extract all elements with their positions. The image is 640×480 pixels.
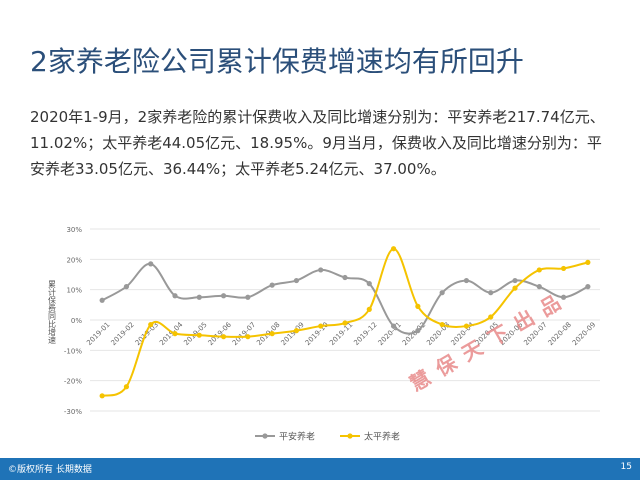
summary-paragraph: 2020年1-9月，2家养老险的累计保费收入及同比增速分别为：平安养老217.7…	[30, 108, 605, 178]
data-point	[269, 331, 275, 337]
data-point	[148, 261, 154, 267]
data-point	[318, 267, 324, 273]
y-tick-label: -10%	[64, 347, 82, 355]
data-point	[585, 284, 591, 290]
legend-swatch-marker	[347, 433, 353, 439]
data-point	[512, 285, 518, 291]
data-point	[536, 267, 542, 273]
data-point	[463, 323, 470, 329]
data-point	[99, 297, 105, 303]
data-point	[245, 294, 251, 300]
data-point	[415, 303, 421, 309]
data-point	[196, 332, 202, 338]
data-point	[99, 393, 105, 399]
data-point	[439, 290, 445, 296]
y-tick-label: 20%	[66, 256, 82, 264]
x-tick-label: 2019-01	[85, 321, 111, 347]
y-tick-label: 30%	[66, 226, 82, 234]
legend-label: 平安养老	[279, 431, 315, 443]
x-tick-label: 2019-06	[207, 320, 234, 347]
x-tick-label: 2019-09	[280, 321, 306, 347]
x-tick-label: 2019-02	[110, 321, 136, 347]
data-point	[172, 293, 178, 299]
data-point	[245, 334, 251, 340]
data-point	[390, 246, 397, 252]
data-point	[148, 321, 154, 328]
y-tick-label: 10%	[66, 287, 82, 295]
y-tick-label: -20%	[64, 378, 82, 386]
data-point	[415, 328, 421, 334]
data-point	[293, 277, 300, 284]
y-tick-label: 0%	[71, 317, 82, 325]
data-point	[293, 328, 300, 334]
page-title: 2家养老险公司累计保费增速均有所回升	[30, 45, 524, 78]
data-point	[342, 320, 348, 326]
data-point	[366, 306, 372, 312]
y-axis-label: 累计保费同比增速	[48, 280, 57, 345]
data-point	[390, 323, 397, 329]
data-point	[585, 259, 591, 265]
data-point	[123, 284, 130, 290]
x-tick-label: 2019-07	[231, 321, 257, 347]
data-point	[342, 274, 348, 281]
x-tick-label: 2020-09	[571, 321, 597, 347]
legend-label: 太平养老	[364, 431, 400, 443]
data-point	[220, 334, 227, 340]
copyright-text: ©版权所有 长期数据	[8, 465, 92, 475]
legend-swatch-marker	[262, 433, 268, 439]
data-point	[318, 323, 324, 329]
data-point	[269, 282, 275, 288]
data-point	[488, 290, 494, 296]
x-tick-label: 2020-03	[425, 321, 451, 347]
growth-line-chart: 30%20%10%0%-10%-20%-30%累计保费同比增速 2019-0120…	[48, 226, 600, 443]
data-point	[439, 321, 445, 328]
y-tick-label: -30%	[64, 408, 82, 416]
data-point	[488, 314, 494, 320]
footer-bar: ©版权所有 长期数据 15	[0, 458, 640, 480]
data-point	[220, 293, 227, 299]
data-point	[196, 294, 202, 300]
data-point	[512, 277, 518, 284]
data-point	[463, 277, 470, 284]
x-tick-label: 2020-08	[547, 321, 573, 347]
page-number: 15	[620, 462, 632, 472]
x-tick-label: 2019-03	[134, 321, 160, 347]
data-point	[560, 294, 567, 300]
data-point	[123, 384, 130, 390]
data-point	[560, 265, 567, 272]
data-point	[172, 331, 178, 337]
x-tick-label: 2020-01	[377, 321, 403, 347]
data-point	[536, 284, 542, 290]
data-point	[366, 281, 372, 287]
x-tick-label: 2019-12	[352, 321, 378, 347]
